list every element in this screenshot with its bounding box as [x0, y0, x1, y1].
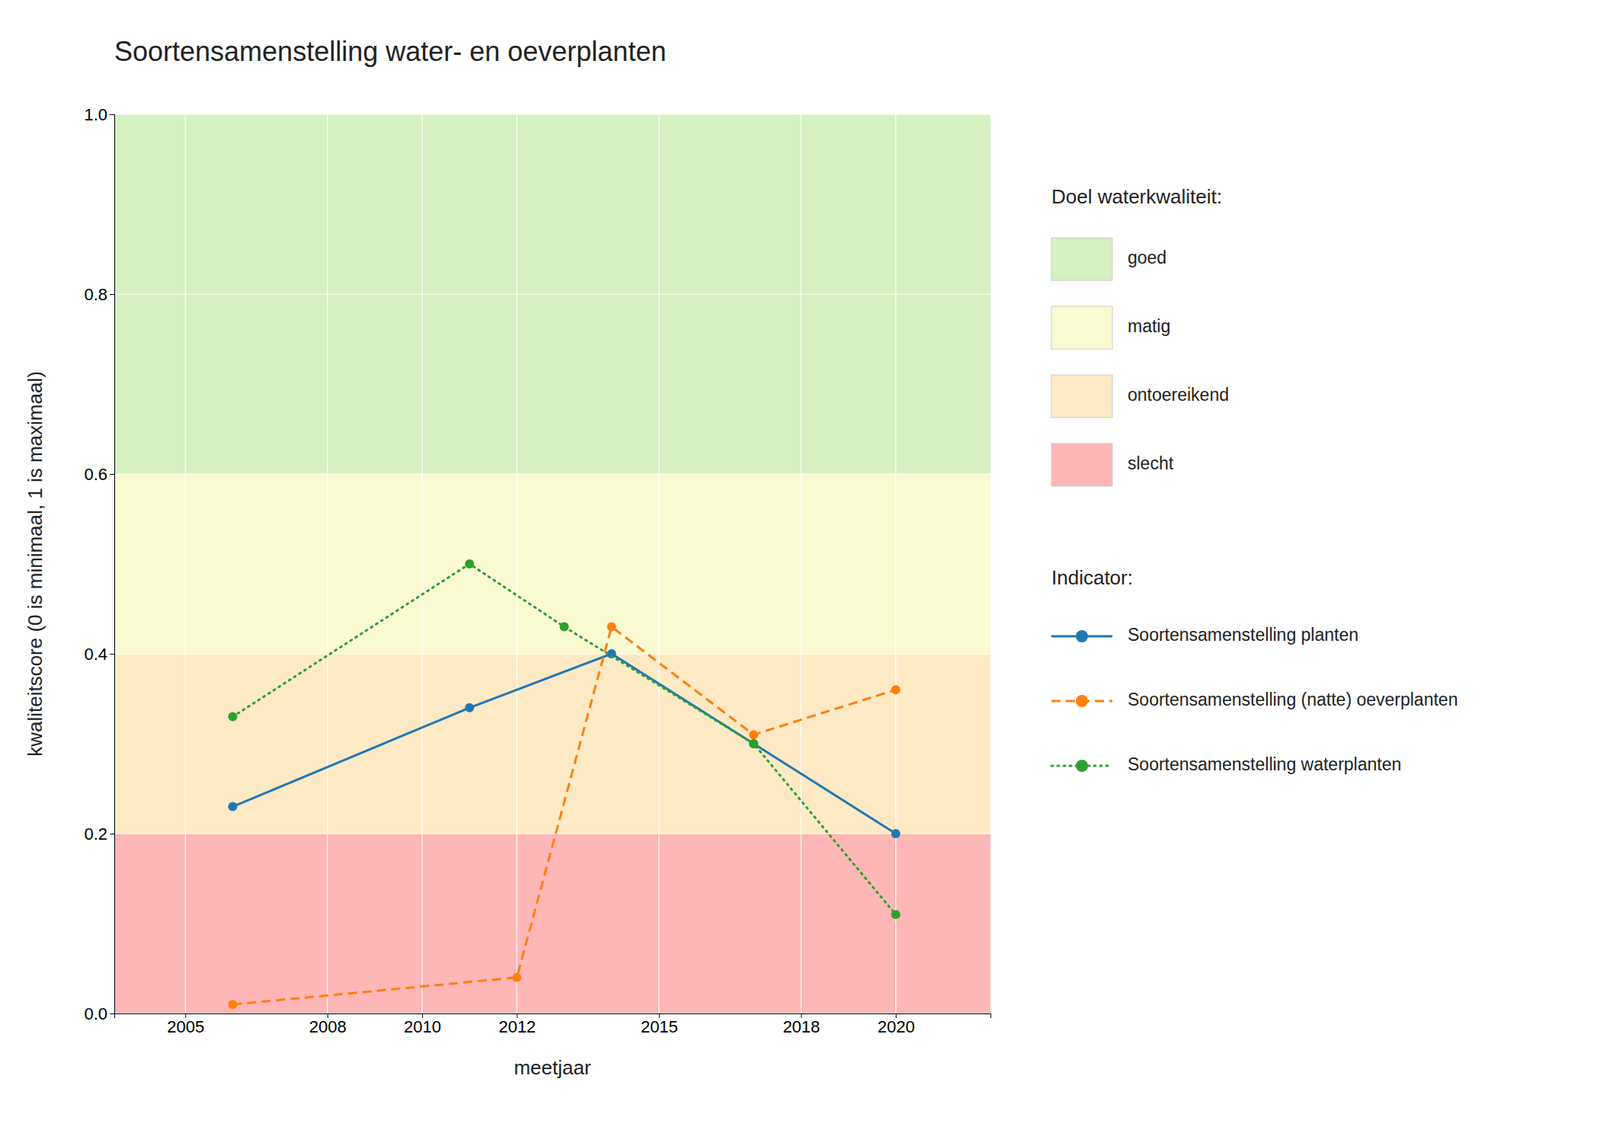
quality-band	[114, 473, 991, 654]
tick-mark	[109, 473, 115, 475]
point	[891, 828, 901, 839]
tick-label: 0.4	[83, 644, 108, 664]
legend: Doel waterkwaliteit: goed matig ontoereiken…	[1051, 185, 1458, 775]
tick-label: 2008	[309, 1017, 347, 1037]
tick-mark	[109, 114, 115, 116]
tick-label: 2012	[498, 1017, 536, 1037]
tick: 2015	[640, 1013, 679, 1037]
series-line	[232, 653, 896, 834]
grid-line	[326, 114, 328, 1014]
point	[464, 703, 474, 713]
tick: 2012	[498, 1013, 536, 1037]
legend-entry: Soortensamenstelling planten	[1127, 624, 1359, 645]
point	[891, 909, 901, 919]
tick-label: 0.8	[83, 284, 108, 304]
point	[464, 559, 474, 569]
point	[560, 622, 570, 632]
tick-label: 0.0	[83, 1004, 108, 1024]
axis-line	[115, 1014, 992, 1019]
grid-line	[114, 473, 991, 474]
plot: 2005 2008 2010 2012 2015 2018 2020 0.0 0.2 0.4 0.6…	[23, 105, 992, 1079]
y-axis: 0.0 0.2 0.4 0.6 0.8 1.0	[83, 105, 115, 1024]
bands	[114, 114, 991, 1014]
tick: 2005	[166, 1013, 205, 1037]
quality-band	[114, 653, 991, 834]
tick: 1.0	[83, 105, 115, 125]
tick-label: 0.2	[83, 824, 108, 844]
point	[891, 684, 901, 695]
legend-entry: Soortensamenstelling waterplanten	[1127, 754, 1402, 775]
tick-mark	[109, 833, 115, 835]
tick-label: 2010	[403, 1017, 442, 1037]
grid-line	[114, 293, 991, 295]
tick: 0.2	[83, 824, 115, 844]
tick-label: 2005	[166, 1017, 205, 1037]
x-axis: 2005 2008 2010 2012 2015 2018 2020	[115, 1013, 992, 1037]
tick-label: 2015	[640, 1017, 679, 1037]
tick-mark	[109, 1013, 115, 1015]
legend-entry: goed	[1127, 247, 1167, 268]
y-axis-title: kwaliteitscore (0 is minimaal, 1 is maxi…	[23, 371, 47, 757]
grid-line	[895, 114, 896, 1014]
tick-label: 2018	[782, 1017, 820, 1037]
tick-label: 1.0	[83, 105, 108, 125]
point	[227, 999, 237, 1009]
tick-mark	[109, 653, 115, 655]
legend-swatch	[1075, 694, 1088, 708]
axis-line	[109, 115, 116, 1015]
grid-line	[516, 114, 518, 1014]
grid-line	[800, 114, 802, 1014]
grid-line	[185, 114, 186, 1014]
grid	[114, 114, 991, 1014]
legend-swatch	[1051, 374, 1113, 418]
grid-line	[114, 113, 991, 115]
tick: 0.4	[83, 644, 115, 664]
point	[607, 622, 617, 632]
legend-swatch	[1051, 237, 1113, 281]
series-line	[232, 627, 896, 1005]
grid-line	[658, 114, 660, 1014]
point	[748, 739, 759, 749]
legend-entry: matig	[1127, 316, 1171, 336]
series-line	[232, 563, 896, 915]
point	[748, 739, 759, 749]
tick: 0.0	[83, 1004, 115, 1024]
legend-swatch	[1051, 306, 1113, 349]
legend-title: Doel waterkwaliteit:	[1051, 185, 1223, 208]
tick: 2010	[403, 1013, 442, 1037]
tick: 2008	[309, 1013, 347, 1037]
legend-entry: ontoereikend	[1127, 384, 1229, 405]
chart: Soortensamenstelling water- en oeverplan…	[0, 0, 1600, 1143]
point	[227, 712, 237, 722]
point	[227, 802, 237, 812]
grid-line	[114, 832, 991, 834]
legend-swatch	[1075, 759, 1088, 772]
quality-band	[114, 833, 991, 1014]
tick-label: 0.6	[83, 464, 108, 484]
tick-mark	[109, 294, 115, 295]
tick: 0.6	[83, 464, 115, 484]
tick: 2018	[782, 1013, 820, 1037]
tick-label: 2020	[877, 1017, 916, 1037]
legend-entry: Soortensamenstelling (natte) oeverplante…	[1127, 689, 1458, 710]
series-group	[227, 559, 900, 1009]
tick: 2020	[877, 1013, 916, 1037]
quality-band	[114, 114, 991, 474]
legend-swatch	[1051, 443, 1113, 487]
x-axis-title: meetjaar	[513, 1056, 591, 1079]
tick: 0.8	[83, 284, 115, 304]
point	[512, 972, 522, 983]
grid-line	[421, 114, 423, 1014]
point	[748, 729, 759, 740]
legend-entry: slecht	[1127, 453, 1175, 474]
title: Soortensamenstelling water- en oeverplan…	[114, 35, 666, 68]
legend-swatch	[1075, 630, 1088, 643]
grid-line	[114, 652, 991, 654]
legend-title: Indicator:	[1051, 566, 1133, 589]
